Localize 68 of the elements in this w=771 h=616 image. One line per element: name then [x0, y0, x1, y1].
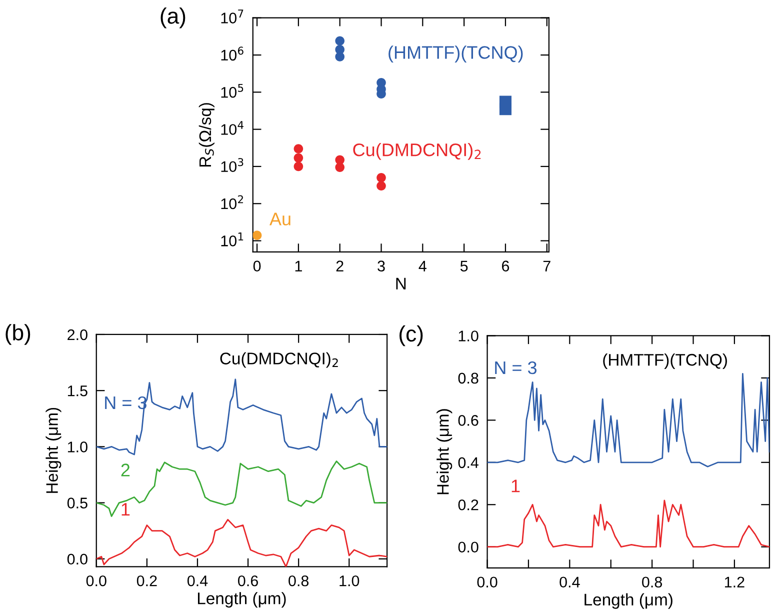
x-tick-label: 0.8	[642, 576, 662, 588]
y-tick-label: 1.5	[68, 386, 88, 396]
point	[335, 52, 345, 62]
y-tick-label: 10$^{1}$	[221, 232, 244, 246]
y-tick-label: 10$^{5}$	[221, 84, 244, 98]
x-tick-label: 4	[418, 260, 426, 272]
text: (a)	[160, 8, 186, 28]
y-tick-label: 0.8	[458, 372, 478, 384]
y-axis-title: Height (μm)	[46, 408, 62, 493]
x-tick-label: 1.2	[724, 576, 744, 588]
series-label: Cu(DMDCNQI)$_{2}$	[353, 142, 481, 160]
text: (c)	[400, 325, 423, 346]
y-axis-title: Height (μm)	[436, 409, 452, 494]
x-tick-label: 6	[502, 260, 510, 272]
line-series	[96, 460, 388, 517]
text: (b)	[6, 324, 30, 345]
y-tick-label: 0.5	[67, 498, 88, 508]
series-label: 1	[122, 503, 130, 516]
x-tick-label: 7	[543, 260, 550, 272]
y-tick-label: 0.0	[67, 554, 88, 565]
series-label: 2	[121, 464, 130, 476]
y-axis-title: R$_{S}$(Ω/sq)	[198, 103, 214, 167]
x-tick-label: 0.0	[86, 575, 106, 586]
x-tick-label: 0.4	[187, 575, 208, 586]
y-tick-label: 1.0	[458, 330, 478, 342]
x-tick-label: 0.8	[288, 575, 309, 586]
series-label: (HMTTF)(TCNQ)	[388, 46, 523, 62]
y-tick-label: 10$^{7}$	[221, 10, 244, 24]
y-tick-label: 0.0	[458, 542, 478, 553]
series-label: Au	[269, 212, 290, 226]
point	[376, 172, 386, 182]
y-tick-label: 10$^{2}$	[221, 195, 243, 210]
text: Cu(DMDCNQI)$_{2}$	[220, 352, 338, 368]
line-series	[96, 378, 388, 456]
x-tick-label: 2	[336, 260, 344, 272]
series-label: 1	[512, 480, 520, 492]
text: (HMTTF)(TCNQ)	[603, 353, 727, 370]
x-axis-title: N	[396, 278, 406, 290]
y-tick-label: 2.0	[68, 329, 88, 340]
x-axis-title: Length (μm)	[198, 592, 286, 608]
y-tick-label: 0.6	[458, 415, 478, 426]
point	[294, 144, 304, 154]
line-series	[487, 500, 770, 548]
x-tick-label: 5	[460, 260, 468, 272]
point	[294, 162, 304, 172]
y-tick-label: 0.4	[458, 457, 478, 468]
x-tick-label: 0	[253, 260, 261, 272]
point	[499, 103, 512, 116]
x-tick-label: 0.6	[238, 575, 258, 586]
x-tick-label: 1	[295, 260, 302, 272]
series-label: N = 3	[495, 361, 537, 374]
point	[252, 230, 262, 240]
x-tick-label: 1.0	[340, 575, 360, 586]
y-tick-label: 10$^{3}$	[221, 158, 244, 172]
line-series	[487, 373, 770, 468]
point	[294, 153, 304, 163]
y-tick-label: 10$^{6}$	[221, 46, 244, 61]
x-tick-label: 0.2	[136, 575, 157, 586]
x-tick-label: 0.4	[560, 576, 580, 588]
y-tick-label: 1.0	[68, 442, 88, 452]
y-tick-label: 0.2	[458, 499, 478, 510]
point	[335, 162, 345, 172]
point	[335, 36, 345, 46]
x-axis-title: Length (μm)	[584, 593, 672, 609]
y-tick-label: 10$^{4}$	[221, 121, 244, 135]
x-tick-label: 3	[378, 260, 385, 272]
point	[376, 181, 386, 191]
x-tick-label: 0.0	[477, 576, 498, 588]
